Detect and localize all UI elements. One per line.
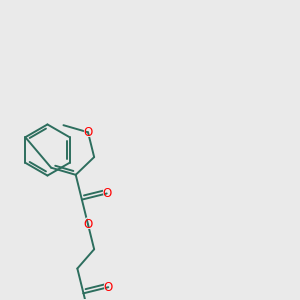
- Text: O: O: [103, 280, 114, 295]
- Text: O: O: [102, 187, 111, 200]
- Text: O: O: [101, 186, 112, 201]
- Text: O: O: [83, 126, 93, 139]
- Text: O: O: [82, 217, 94, 232]
- Text: O: O: [83, 218, 93, 231]
- Text: O: O: [104, 281, 113, 294]
- Text: O: O: [82, 125, 94, 140]
